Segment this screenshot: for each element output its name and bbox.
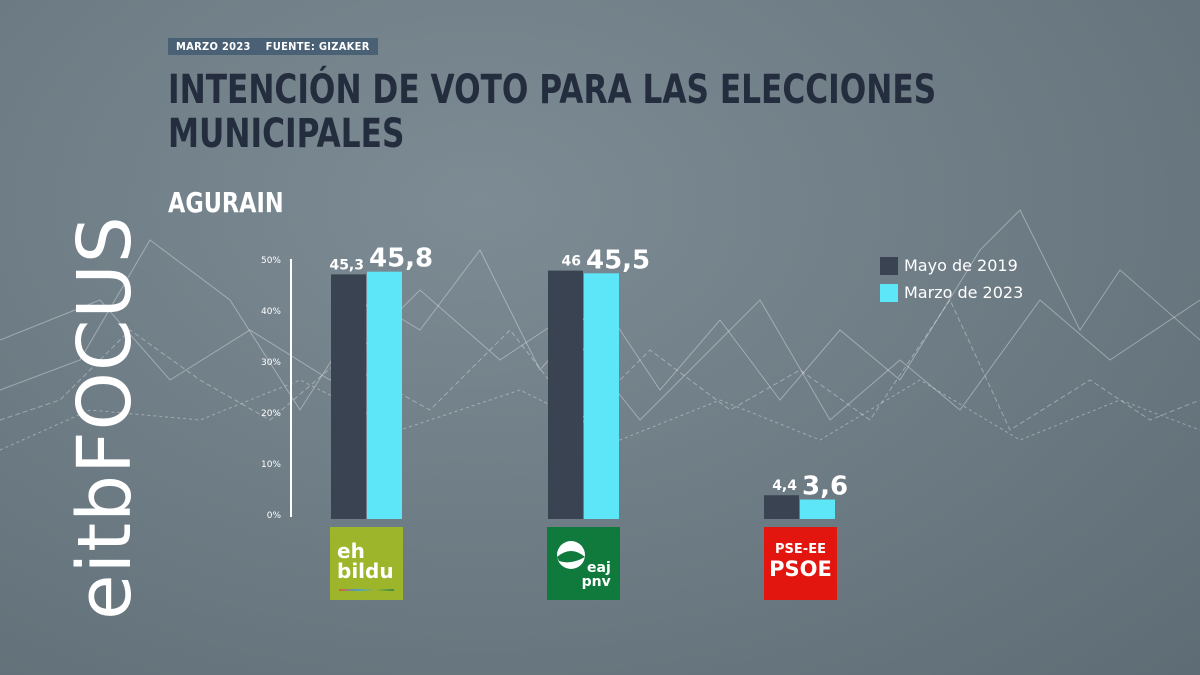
y-tick-label: 0%: [267, 511, 282, 521]
legend-swatch: [880, 283, 898, 302]
logo-text: eaj pnv: [581, 560, 611, 590]
y-tick-label: 40%: [261, 307, 281, 317]
logo-eh-bildu: eh bildu: [330, 527, 403, 600]
bar-2019: [548, 270, 583, 519]
y-tick-label: 20%: [261, 409, 281, 419]
bar-2019: [331, 274, 366, 519]
y-tick-label: 10%: [261, 460, 281, 470]
logo-text: eh bildu: [337, 539, 394, 583]
source-badge: MARZO 2023 FUENTE: GIZAKER: [168, 38, 378, 55]
data-label: 45,3: [329, 257, 364, 273]
bar-2023: [800, 499, 835, 519]
logo-text: PSOE: [769, 557, 832, 581]
legend: Mayo de 2019 Marzo de 2023: [880, 252, 1023, 306]
data-label: 3,6: [802, 472, 848, 502]
data-label: 45,5: [586, 245, 650, 275]
bar-2023: [367, 271, 402, 519]
legend-label: Marzo de 2023: [904, 283, 1024, 302]
data-label: 46: [562, 254, 581, 270]
chart-subtitle: AGURAIN: [168, 186, 284, 219]
y-tick-label: 50%: [261, 256, 281, 266]
legend-item-2023: Marzo de 2023: [880, 279, 1023, 306]
pnv-swirl-icon: [557, 541, 585, 569]
bar-2023: [584, 273, 619, 519]
bar-2019: [764, 495, 799, 519]
legend-label: Mayo de 2019: [904, 256, 1018, 275]
data-label: 4,4: [772, 478, 797, 494]
chart-title: INTENCIÓN DE VOTO PARA LAS ELECCIONES MU…: [168, 67, 937, 157]
logo-eaj-pnv: eaj pnv: [547, 527, 620, 600]
logo-pse-psoe: PSE-EE PSOE: [764, 527, 837, 600]
logo-stripe: [339, 589, 394, 591]
legend-item-2019: Mayo de 2019: [880, 252, 1023, 279]
legend-swatch: [880, 256, 898, 275]
y-tick-label: 30%: [261, 358, 281, 368]
logo-text: PSE-EE: [775, 542, 826, 557]
data-label: 45,8: [369, 244, 433, 274]
